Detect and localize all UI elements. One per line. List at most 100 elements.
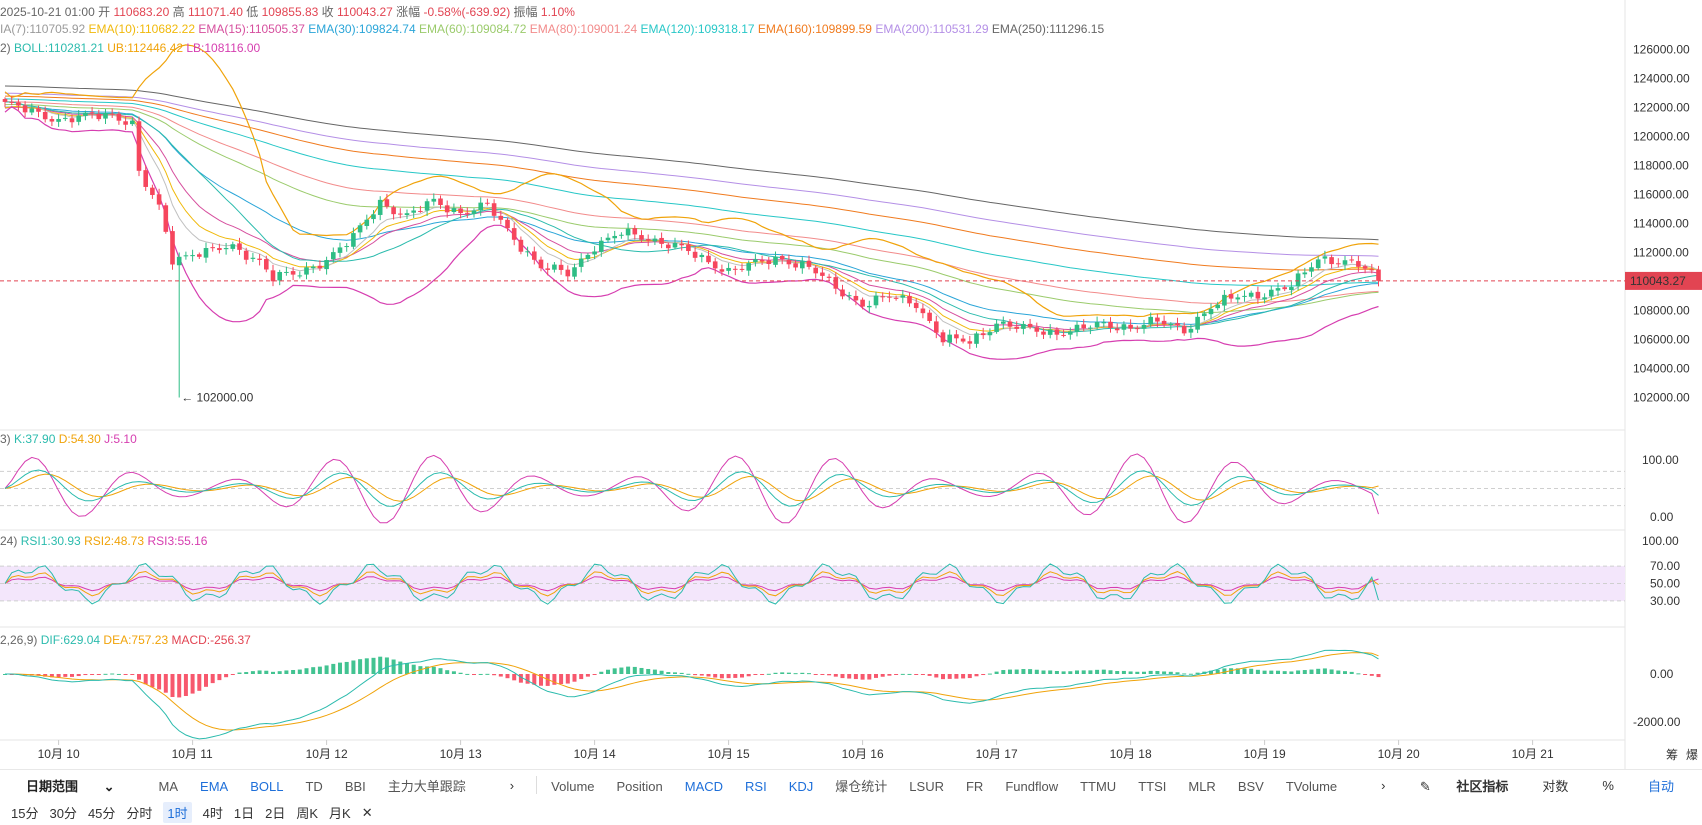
ema160-line [5,95,1379,271]
interval-option-4[interactable]: 1时 [163,802,192,823]
sub-indicator-12[interactable]: BSV [1237,778,1264,794]
candle-body [873,295,879,306]
community-indicator-button[interactable]: ✎ 社区指标 [1408,776,1509,795]
interval-option-7[interactable]: 2日 [265,806,286,821]
percent-toggle[interactable]: % [1602,777,1614,793]
candle-body [545,268,550,270]
macd-histogram-bar [1296,670,1301,674]
main-indicator-5[interactable]: 主力大单跟踪 [387,778,466,794]
macd-histogram-bar [163,674,168,693]
candle-body [384,199,390,207]
candle-body [1155,317,1160,322]
main-indicator-2[interactable]: BOLL [250,778,284,794]
date-tick: 10月 17 [976,747,1018,761]
boll-legend: 2) BOLL:110281.21 UB:112446.42 LB:108116… [0,41,261,55]
macd-histogram-bar [56,674,61,678]
macd-histogram-bar [880,674,885,677]
macd-histogram-bar [693,674,698,676]
macd-histogram-bar [1222,668,1227,674]
ohlc-header: 2025-10-21 01:00 开 110683.20 高 111071.40… [0,4,575,19]
candle-body [1329,257,1334,265]
log-scale-toggle[interactable]: 对数 [1542,778,1569,794]
sub-indicator-6[interactable]: LSUR [909,778,944,794]
rsi-legend-item: RSI1:30.93 [21,534,84,548]
candle-body [940,332,946,343]
ohlc-header-item: 高 [173,4,188,19]
interval-option-2[interactable]: 45分 [87,806,116,821]
macd-histogram-bar [465,673,470,675]
macd-histogram-bar [411,664,416,674]
sub-indicator-8[interactable]: Fundflow [1005,778,1059,794]
macd-histogram-bar [277,671,282,674]
candle-body [29,108,35,113]
sub-indicator-13[interactable]: TVolume [1285,778,1338,794]
candle-body [759,260,765,262]
sub-indicator-11[interactable]: MLR [1188,778,1216,794]
sub-indicator-2[interactable]: MACD [684,778,724,794]
macd-histogram-bar [840,674,845,679]
candle-body [920,308,926,314]
candle-body [203,247,209,258]
auto-scale-toggle[interactable]: 自动 [1647,778,1674,794]
kdj-j-line [4,453,1379,524]
candle-body [1356,261,1361,267]
candle-body [9,101,14,103]
liquidation-button: 爆 [1686,748,1698,762]
sub-indicator-3[interactable]: RSI [745,778,767,794]
chevron-right-icon[interactable]: › [509,777,515,793]
candle-body [779,256,785,260]
chevron-right-icon[interactable]: › [1381,777,1386,793]
interval-option-6[interactable]: 1日 [233,806,255,821]
sub-indicator-7[interactable]: FR [965,778,984,794]
macd-histogram-bar [565,674,570,684]
interval-option-0[interactable]: 15分 [11,806,39,821]
rsi-tick: 50.00 [1650,577,1680,591]
macd-histogram-bar [659,670,664,674]
candle-body [123,121,128,125]
macd-histogram-bar [619,667,624,674]
sub-indicator-9[interactable]: TTMU [1080,778,1117,794]
main-indicator-1[interactable]: EMA [200,778,229,794]
candle-body [652,238,658,242]
ema-legend: IA(7):110705.92 EMA(10):110682.22 EMA(15… [0,22,1104,36]
macd-histogram-bar [652,669,657,674]
sub-indicator-4[interactable]: KDJ [788,778,814,794]
boll-lower-line [4,105,1379,360]
candle-body [1315,259,1321,269]
interval-option-8[interactable]: 周K [296,806,319,821]
candle-body [666,244,671,249]
boll-mid-line [4,101,1379,334]
sub-indicator-10[interactable]: TTSI [1138,778,1167,794]
candle-body [377,199,383,215]
price-tick: 112000.00 [1633,246,1689,260]
macd-histogram-bar [1195,672,1200,674]
macd-histogram-bar [746,674,751,677]
interval-option-3[interactable]: 分时 [126,806,153,821]
interval-option-1[interactable]: 30分 [49,806,77,821]
main-indicator-0[interactable]: MA [158,778,179,794]
main-indicator-4[interactable]: BBI [344,778,366,794]
ema200-line [4,92,1379,257]
kline-chart[interactable]: 110043.27 ← 102000.00 126000.00 124000.00 12… [0,0,1702,770]
macd-histogram-bar [1369,674,1374,676]
macd-histogram-bar [1048,670,1053,674]
date-range-dropdown[interactable]: 日期范围 ⌄ [26,776,137,795]
main-indicator-3[interactable]: TD [305,778,323,794]
macd-histogram-bar [833,674,838,677]
candle-body [1215,304,1220,309]
rsi1-line [4,563,1379,605]
close-icon[interactable]: ✕ [361,804,373,820]
candle-body [686,244,691,252]
rsi-legend: 24) RSI1:30.93 RSI2:48.73 RSI3:55.16 [0,534,208,548]
ohlc-header-item: -0.58%(-639.92) [424,5,514,19]
candle-body [773,256,778,265]
macd-histogram-bar [525,674,530,684]
interval-option-5[interactable]: 4时 [202,806,223,821]
interval-option-9[interactable]: 月K [329,806,351,821]
sub-indicator-1[interactable]: Position [616,778,663,794]
sub-indicator-0[interactable]: Volume [551,778,595,794]
candle-body [116,113,122,121]
sub-indicator-5[interactable]: 爆仓统计 [835,778,888,794]
macd-histogram-bar [1182,673,1187,675]
candle-body [739,268,745,270]
